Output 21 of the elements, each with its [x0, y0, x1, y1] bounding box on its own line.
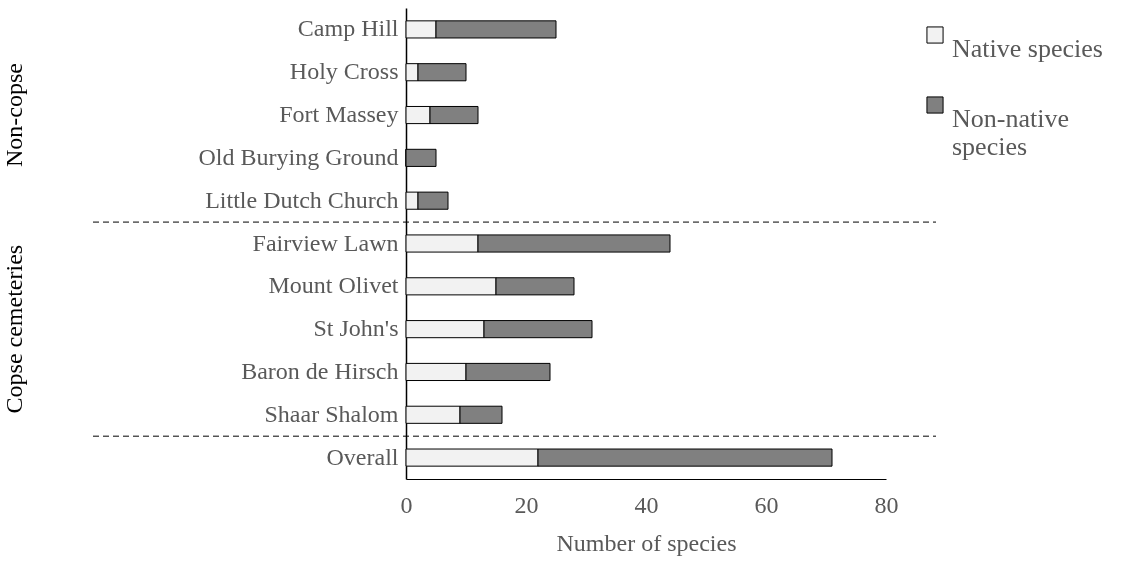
x-tick-label: 80: [874, 491, 899, 518]
x-tick-label: 60: [754, 491, 779, 518]
x-tick-label: 0: [400, 491, 413, 518]
y-tick-label: Fairview Lawn: [252, 229, 399, 256]
y-tick-label: Baron de Hirsch: [241, 357, 399, 384]
y-tick-label: Holy Cross: [289, 58, 399, 85]
x-tick-label: 20: [514, 491, 539, 518]
legend-label: Native species: [952, 34, 1103, 63]
text: Non-copse: [1, 63, 27, 168]
y-tick-label: Shaar Shalom: [264, 400, 399, 427]
y-tick-label: Fort Massey: [279, 101, 399, 128]
y-tick-label: St John's: [313, 315, 399, 342]
legend-label: Non-native species: [952, 104, 1069, 161]
y-tick-label: Mount Olivet: [268, 272, 399, 299]
text: Copse cemeteries: [1, 244, 27, 414]
y-tick-label: Little Dutch Church: [205, 186, 399, 213]
x-tick-label: 40: [634, 491, 659, 518]
y-tick-label: Old Burying Ground: [198, 143, 399, 170]
x-axis-title: Number of species: [556, 529, 737, 556]
y-tick-label: Camp Hill: [297, 15, 399, 42]
y-tick-label: Overall: [326, 443, 399, 470]
